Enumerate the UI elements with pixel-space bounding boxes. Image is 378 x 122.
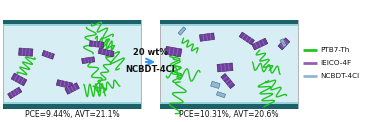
Polygon shape xyxy=(239,32,254,45)
Text: NCBDT-4Cl: NCBDT-4Cl xyxy=(320,73,359,79)
Bar xyxy=(3,104,141,109)
Text: PCE=10.31%, AVT=20.6%: PCE=10.31%, AVT=20.6% xyxy=(179,110,279,119)
Bar xyxy=(160,102,298,108)
Polygon shape xyxy=(200,33,215,41)
Polygon shape xyxy=(11,73,27,86)
Polygon shape xyxy=(82,57,95,64)
Text: NCBDT-4Cl: NCBDT-4Cl xyxy=(125,65,175,74)
Bar xyxy=(160,104,298,109)
Polygon shape xyxy=(278,38,290,50)
Polygon shape xyxy=(252,38,268,50)
Polygon shape xyxy=(280,39,287,47)
Polygon shape xyxy=(90,41,104,48)
Bar xyxy=(3,20,141,26)
Polygon shape xyxy=(217,92,226,98)
Text: PCE=9.44%, AVT=21.1%: PCE=9.44%, AVT=21.1% xyxy=(25,110,119,119)
Polygon shape xyxy=(8,87,22,99)
Bar xyxy=(160,20,298,24)
Polygon shape xyxy=(19,48,33,56)
Polygon shape xyxy=(178,27,186,35)
Text: 20 wt%: 20 wt% xyxy=(133,48,168,57)
Polygon shape xyxy=(217,63,233,72)
Polygon shape xyxy=(98,48,114,57)
Bar xyxy=(3,20,141,24)
Text: PTB7-Th: PTB7-Th xyxy=(320,47,349,53)
Polygon shape xyxy=(42,50,54,59)
Text: IEICO-4F: IEICO-4F xyxy=(320,60,351,66)
Bar xyxy=(160,20,298,26)
Polygon shape xyxy=(211,81,220,88)
Polygon shape xyxy=(56,80,73,89)
Bar xyxy=(3,20,141,108)
Bar xyxy=(3,102,141,108)
Polygon shape xyxy=(65,83,79,94)
Bar xyxy=(160,20,298,108)
Polygon shape xyxy=(221,74,235,89)
Polygon shape xyxy=(165,46,182,57)
